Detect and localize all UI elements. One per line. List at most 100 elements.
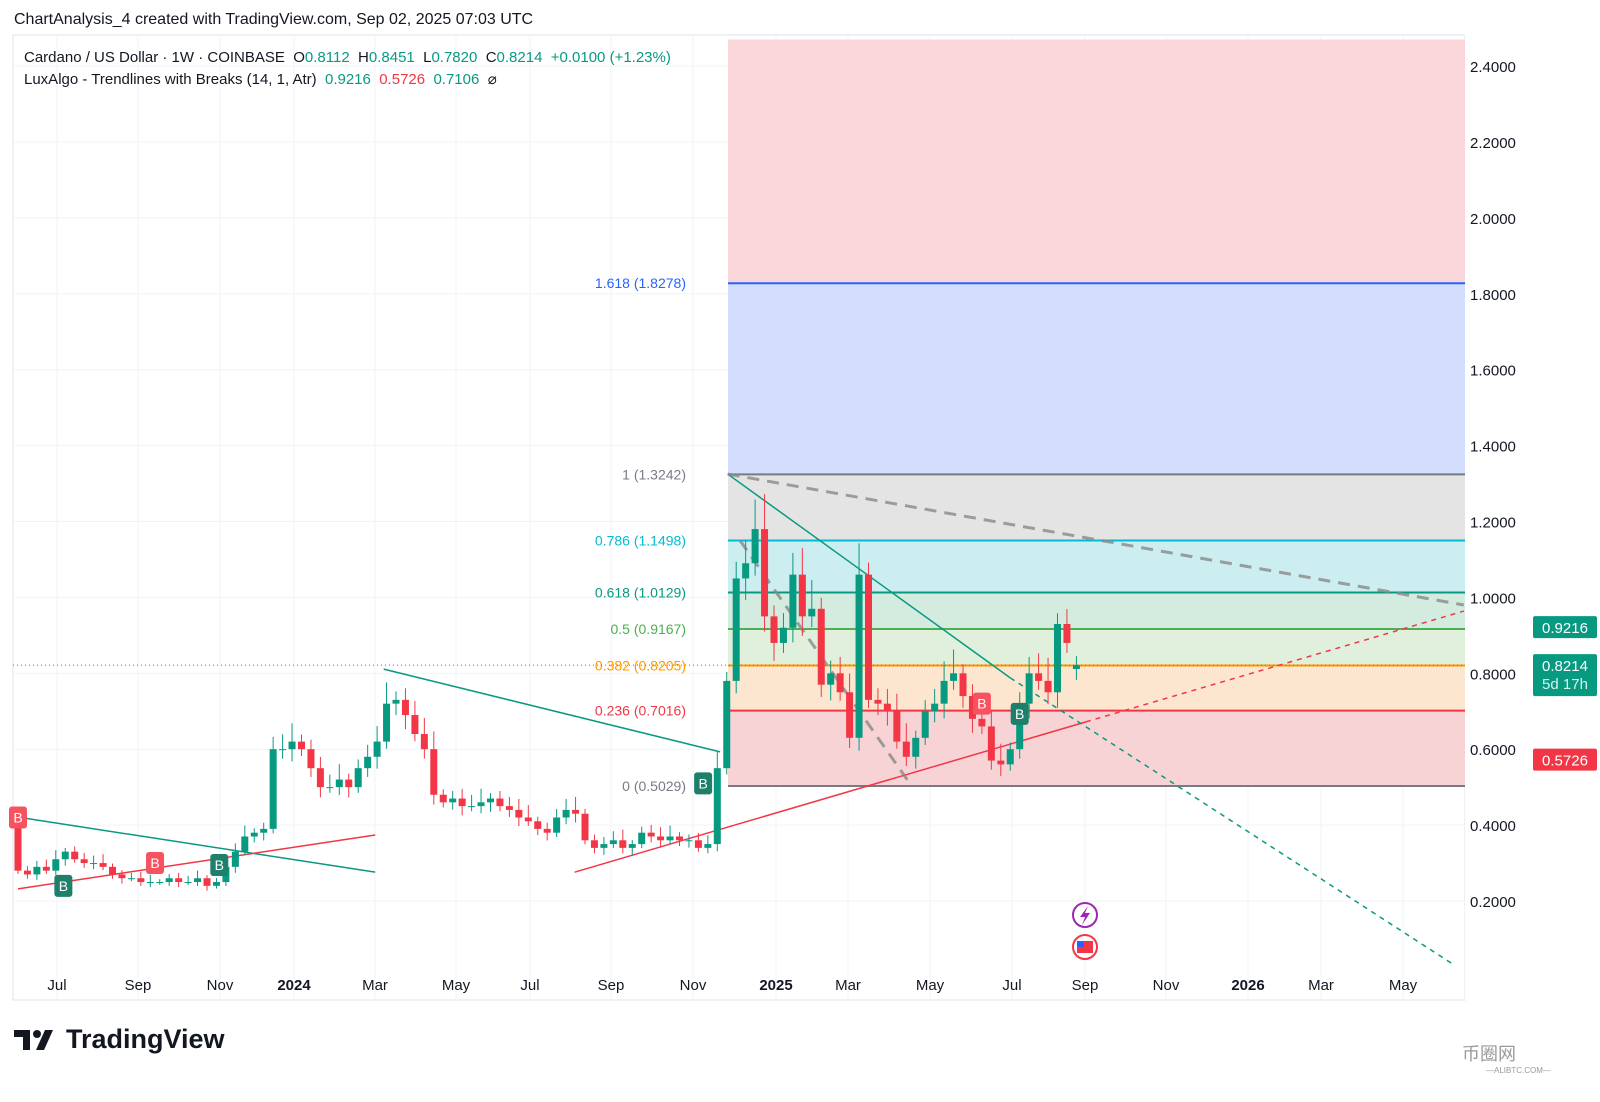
candle-body bbox=[921, 711, 929, 738]
fib-label-0.618: 0.618 (1.0129) bbox=[595, 585, 686, 601]
fib-zone-0.786 bbox=[728, 474, 1465, 541]
hide-indicator-icon[interactable]: ⌀ bbox=[487, 71, 497, 88]
chart-title: ChartAnalysis_4 created with TradingView… bbox=[14, 11, 534, 28]
down-trendline-1 bbox=[17, 816, 376, 873]
break-label-down bbox=[972, 692, 991, 715]
candle-body bbox=[468, 806, 476, 808]
fib-label-0.236: 0.236 (0.7016) bbox=[595, 703, 686, 719]
candle-body bbox=[326, 787, 334, 789]
candle-body bbox=[694, 840, 702, 848]
candle-body bbox=[288, 741, 296, 750]
candle-body bbox=[194, 878, 202, 883]
time-tick-label: Sep bbox=[598, 977, 625, 994]
candle-body bbox=[817, 608, 825, 685]
candle-body bbox=[496, 798, 504, 807]
symbol-legend-row[interactable]: Cardano / US Dollar · 1W · COINBASE O0.8… bbox=[24, 47, 671, 69]
indicator-legend-row[interactable]: LuxAlgo - Trendlines with Breaks (14, 1,… bbox=[24, 69, 671, 91]
candle-body bbox=[751, 529, 759, 564]
indicator-value-1: 0.9216 bbox=[324, 71, 371, 88]
break-label-text: B bbox=[59, 878, 68, 894]
fib-zone-0 bbox=[728, 710, 1465, 787]
candle-body bbox=[401, 699, 409, 716]
tradingview-logo[interactable]: TradingView bbox=[14, 1024, 225, 1055]
candle-body bbox=[156, 882, 164, 884]
up-trendline-1 bbox=[17, 834, 376, 890]
break-label-text: B bbox=[977, 696, 986, 712]
price-axis bbox=[1465, 0, 1600, 1000]
candle-body bbox=[902, 741, 910, 757]
lower-trendline-badge-text: 0.5726 bbox=[1542, 753, 1588, 770]
break-label-text: B bbox=[1015, 706, 1024, 722]
candle-body bbox=[505, 806, 513, 810]
candle-body bbox=[269, 749, 277, 829]
candle-body bbox=[808, 608, 816, 617]
time-tick-label: 2025 bbox=[759, 977, 792, 994]
price-tick-label: 2.2000 bbox=[1470, 135, 1516, 152]
candle-body bbox=[458, 798, 466, 807]
break-label-text: B bbox=[13, 810, 22, 826]
open-label: O bbox=[293, 49, 305, 66]
change-value: +0.0100 (+1.23%) bbox=[550, 49, 671, 66]
indicator-name: LuxAlgo - Trendlines with Breaks (14, 1,… bbox=[24, 71, 317, 88]
candle-body bbox=[562, 809, 570, 818]
price-tick-label: 0.8000 bbox=[1470, 666, 1516, 683]
candle-body bbox=[912, 737, 920, 757]
candle-body bbox=[345, 779, 353, 788]
break-label-text: B bbox=[215, 857, 224, 873]
brand-name: TradingView bbox=[66, 1024, 225, 1054]
candle-body bbox=[1016, 703, 1024, 750]
candle-body bbox=[855, 574, 863, 738]
high-value: 0.8451 bbox=[368, 49, 415, 66]
candle-body bbox=[950, 673, 958, 681]
time-tick-label: Mar bbox=[362, 977, 388, 994]
candle-body bbox=[118, 874, 126, 879]
price-tick-label: 0.6000 bbox=[1470, 742, 1516, 759]
candle-body bbox=[231, 851, 239, 867]
tradingview-logo-icon bbox=[14, 1029, 53, 1050]
candle-body bbox=[354, 768, 362, 788]
candle-body bbox=[1035, 673, 1043, 681]
candle-body bbox=[713, 768, 721, 845]
candle-body bbox=[543, 828, 551, 833]
candle-body bbox=[883, 703, 891, 712]
candle-body bbox=[316, 768, 324, 788]
candle-body bbox=[52, 859, 60, 871]
indicator-price-badge bbox=[1533, 616, 1597, 639]
fib-label-0: 0 (0.5029) bbox=[622, 778, 686, 794]
candle-body bbox=[42, 866, 50, 871]
fib-label-0.382: 0.382 (0.8205) bbox=[595, 658, 686, 674]
candle-body bbox=[373, 741, 381, 757]
fib-label-0.786: 0.786 (1.1498) bbox=[595, 533, 686, 549]
candle-body bbox=[33, 866, 41, 875]
candle-body bbox=[978, 718, 986, 727]
price-tick-label: 1.8000 bbox=[1470, 287, 1516, 304]
candle-body bbox=[893, 711, 901, 742]
price-tick-label: 1.2000 bbox=[1470, 515, 1516, 532]
candle-body bbox=[392, 699, 400, 704]
candle-body bbox=[335, 779, 343, 788]
candle-body bbox=[127, 878, 135, 880]
time-tick-label: Sep bbox=[125, 977, 152, 994]
break-label-down bbox=[146, 852, 165, 875]
candle-body bbox=[836, 673, 844, 693]
break-label-up bbox=[694, 772, 713, 795]
candle-body bbox=[647, 832, 655, 837]
candle-body bbox=[212, 882, 220, 886]
candle-body bbox=[250, 832, 258, 837]
candle-body bbox=[203, 878, 211, 886]
candle-body bbox=[846, 692, 854, 738]
candle-body bbox=[732, 578, 740, 681]
candle-body bbox=[638, 832, 646, 845]
candle-body bbox=[619, 840, 627, 848]
candle-body bbox=[931, 703, 939, 712]
price-tick-label: 1.4000 bbox=[1470, 439, 1516, 456]
price-tick-label: 1.6000 bbox=[1470, 363, 1516, 380]
last-price-badge-text: 5d 17h bbox=[1542, 676, 1588, 693]
time-tick-label: Mar bbox=[1308, 977, 1334, 994]
candle-body bbox=[14, 825, 22, 871]
candle-body bbox=[761, 529, 769, 617]
candle-body bbox=[798, 574, 806, 617]
candle-body bbox=[676, 836, 683, 841]
candle-body bbox=[666, 836, 674, 841]
